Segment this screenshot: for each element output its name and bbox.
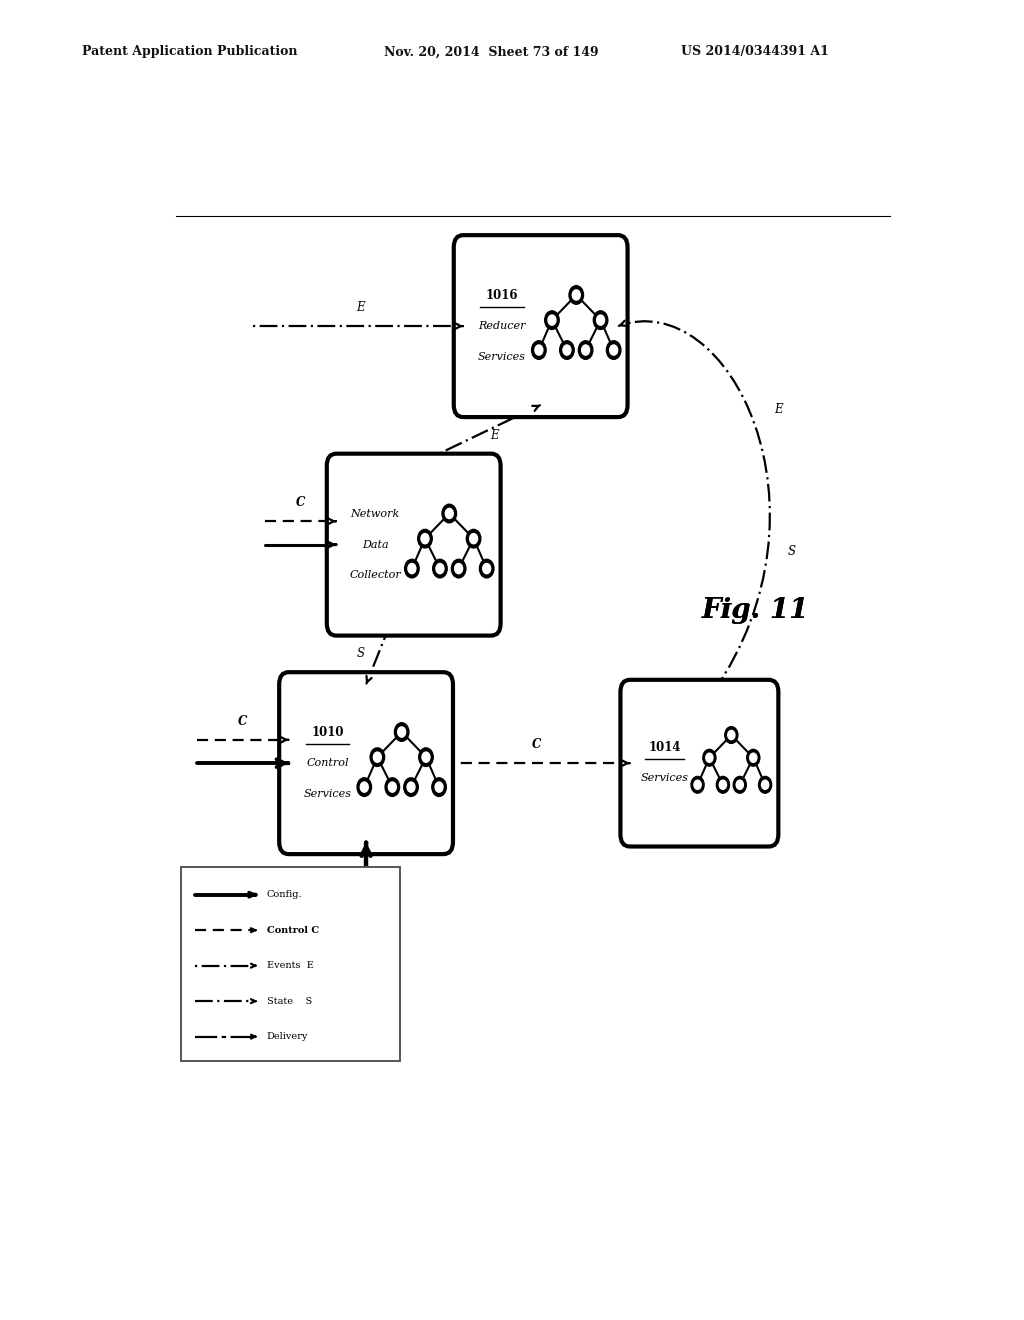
Circle shape bbox=[560, 341, 574, 359]
Text: 1010: 1010 bbox=[311, 726, 344, 739]
Circle shape bbox=[419, 748, 433, 767]
Circle shape bbox=[421, 533, 429, 544]
Circle shape bbox=[436, 564, 444, 574]
Circle shape bbox=[728, 730, 735, 739]
Text: Delivery: Delivery bbox=[267, 1032, 308, 1041]
FancyBboxPatch shape bbox=[621, 680, 778, 846]
Circle shape bbox=[725, 726, 738, 743]
Text: E: E bbox=[490, 429, 499, 442]
Circle shape bbox=[582, 345, 590, 355]
Circle shape bbox=[394, 723, 409, 742]
Circle shape bbox=[691, 776, 705, 793]
Circle shape bbox=[404, 560, 419, 578]
Circle shape bbox=[593, 310, 608, 330]
Circle shape bbox=[746, 750, 760, 766]
Text: Control: Control bbox=[306, 758, 348, 768]
Circle shape bbox=[609, 345, 617, 355]
Circle shape bbox=[470, 533, 477, 544]
Circle shape bbox=[733, 776, 746, 793]
Circle shape bbox=[479, 560, 494, 578]
Circle shape bbox=[597, 315, 604, 325]
Circle shape bbox=[433, 560, 447, 578]
Text: State    S: State S bbox=[267, 997, 312, 1006]
Circle shape bbox=[750, 754, 757, 763]
Circle shape bbox=[408, 781, 415, 792]
Text: Config.: Config. bbox=[267, 890, 302, 899]
Circle shape bbox=[759, 776, 772, 793]
FancyBboxPatch shape bbox=[280, 672, 453, 854]
Text: S: S bbox=[787, 545, 796, 558]
FancyBboxPatch shape bbox=[181, 867, 400, 1061]
Circle shape bbox=[762, 780, 769, 789]
Circle shape bbox=[374, 752, 381, 762]
Circle shape bbox=[418, 529, 432, 548]
Text: C: C bbox=[296, 496, 305, 510]
Text: S: S bbox=[356, 647, 365, 660]
Circle shape bbox=[360, 781, 369, 792]
Circle shape bbox=[548, 315, 556, 325]
Circle shape bbox=[736, 780, 743, 789]
Text: Patent Application Publication: Patent Application Publication bbox=[82, 45, 297, 58]
Text: Nov. 20, 2014  Sheet 73 of 149: Nov. 20, 2014 Sheet 73 of 149 bbox=[384, 45, 599, 58]
Circle shape bbox=[422, 752, 430, 762]
Text: Services: Services bbox=[478, 351, 526, 362]
Circle shape bbox=[432, 777, 446, 796]
Circle shape bbox=[442, 504, 457, 523]
Circle shape bbox=[694, 780, 701, 789]
Circle shape bbox=[408, 564, 416, 574]
Circle shape bbox=[357, 777, 372, 796]
Text: Fig. 11: Fig. 11 bbox=[701, 597, 809, 624]
Circle shape bbox=[563, 345, 571, 355]
Circle shape bbox=[569, 285, 584, 304]
Text: Fɪg. 11: Fɪg. 11 bbox=[701, 597, 809, 624]
Text: Data: Data bbox=[361, 540, 388, 549]
Text: Services: Services bbox=[303, 788, 351, 799]
Circle shape bbox=[445, 508, 454, 519]
Circle shape bbox=[719, 780, 726, 789]
Circle shape bbox=[579, 341, 593, 359]
Text: C: C bbox=[238, 715, 248, 729]
Circle shape bbox=[572, 290, 581, 300]
Text: Events  E: Events E bbox=[267, 961, 313, 970]
Circle shape bbox=[466, 529, 481, 548]
Circle shape bbox=[388, 781, 396, 792]
Circle shape bbox=[717, 776, 729, 793]
Circle shape bbox=[385, 777, 399, 796]
Text: Services: Services bbox=[641, 774, 689, 783]
Text: Reducer: Reducer bbox=[478, 321, 525, 331]
Circle shape bbox=[435, 781, 443, 792]
Text: Collector: Collector bbox=[349, 570, 400, 579]
Circle shape bbox=[606, 341, 621, 359]
Text: E: E bbox=[774, 404, 783, 416]
Text: US 2014/0344391 A1: US 2014/0344391 A1 bbox=[681, 45, 828, 58]
Circle shape bbox=[397, 727, 406, 737]
Circle shape bbox=[702, 750, 716, 766]
Circle shape bbox=[706, 754, 713, 763]
Text: Network: Network bbox=[350, 510, 399, 519]
Circle shape bbox=[452, 560, 466, 578]
Circle shape bbox=[455, 564, 463, 574]
Text: E: E bbox=[355, 301, 365, 314]
Circle shape bbox=[531, 341, 546, 359]
Circle shape bbox=[482, 564, 490, 574]
Circle shape bbox=[370, 748, 385, 767]
Text: 1016: 1016 bbox=[485, 289, 518, 302]
Text: C: C bbox=[532, 738, 542, 751]
FancyBboxPatch shape bbox=[327, 454, 501, 636]
FancyBboxPatch shape bbox=[454, 235, 628, 417]
Circle shape bbox=[403, 777, 418, 796]
Circle shape bbox=[545, 310, 559, 330]
Text: Control C: Control C bbox=[267, 925, 319, 935]
Circle shape bbox=[535, 345, 543, 355]
Text: 1014: 1014 bbox=[648, 742, 681, 755]
